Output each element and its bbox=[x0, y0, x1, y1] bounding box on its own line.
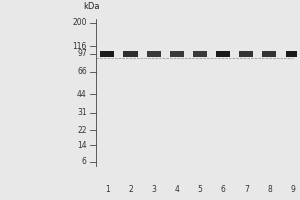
Text: 31: 31 bbox=[77, 108, 87, 117]
Text: 7: 7 bbox=[244, 185, 249, 194]
FancyBboxPatch shape bbox=[147, 51, 161, 57]
FancyBboxPatch shape bbox=[124, 51, 138, 57]
Text: 6: 6 bbox=[221, 185, 226, 194]
Text: 97: 97 bbox=[77, 49, 87, 58]
Text: 8: 8 bbox=[267, 185, 272, 194]
Text: 6: 6 bbox=[82, 157, 87, 166]
Text: 22: 22 bbox=[77, 126, 87, 135]
Text: 2: 2 bbox=[128, 185, 133, 194]
Text: 9: 9 bbox=[290, 185, 295, 194]
FancyBboxPatch shape bbox=[170, 51, 184, 57]
Text: 200: 200 bbox=[72, 18, 87, 27]
Text: 5: 5 bbox=[197, 185, 202, 194]
FancyBboxPatch shape bbox=[216, 51, 230, 57]
Text: 4: 4 bbox=[174, 185, 179, 194]
FancyBboxPatch shape bbox=[239, 51, 253, 57]
Text: 14: 14 bbox=[77, 141, 87, 150]
Text: 3: 3 bbox=[151, 185, 156, 194]
Text: 44: 44 bbox=[77, 90, 87, 99]
FancyBboxPatch shape bbox=[286, 51, 300, 57]
FancyBboxPatch shape bbox=[100, 51, 114, 57]
Text: 116: 116 bbox=[72, 42, 87, 51]
Text: kDa: kDa bbox=[83, 2, 100, 11]
Text: 66: 66 bbox=[77, 67, 87, 76]
FancyBboxPatch shape bbox=[193, 51, 207, 57]
Text: 1: 1 bbox=[105, 185, 110, 194]
FancyBboxPatch shape bbox=[262, 51, 277, 57]
